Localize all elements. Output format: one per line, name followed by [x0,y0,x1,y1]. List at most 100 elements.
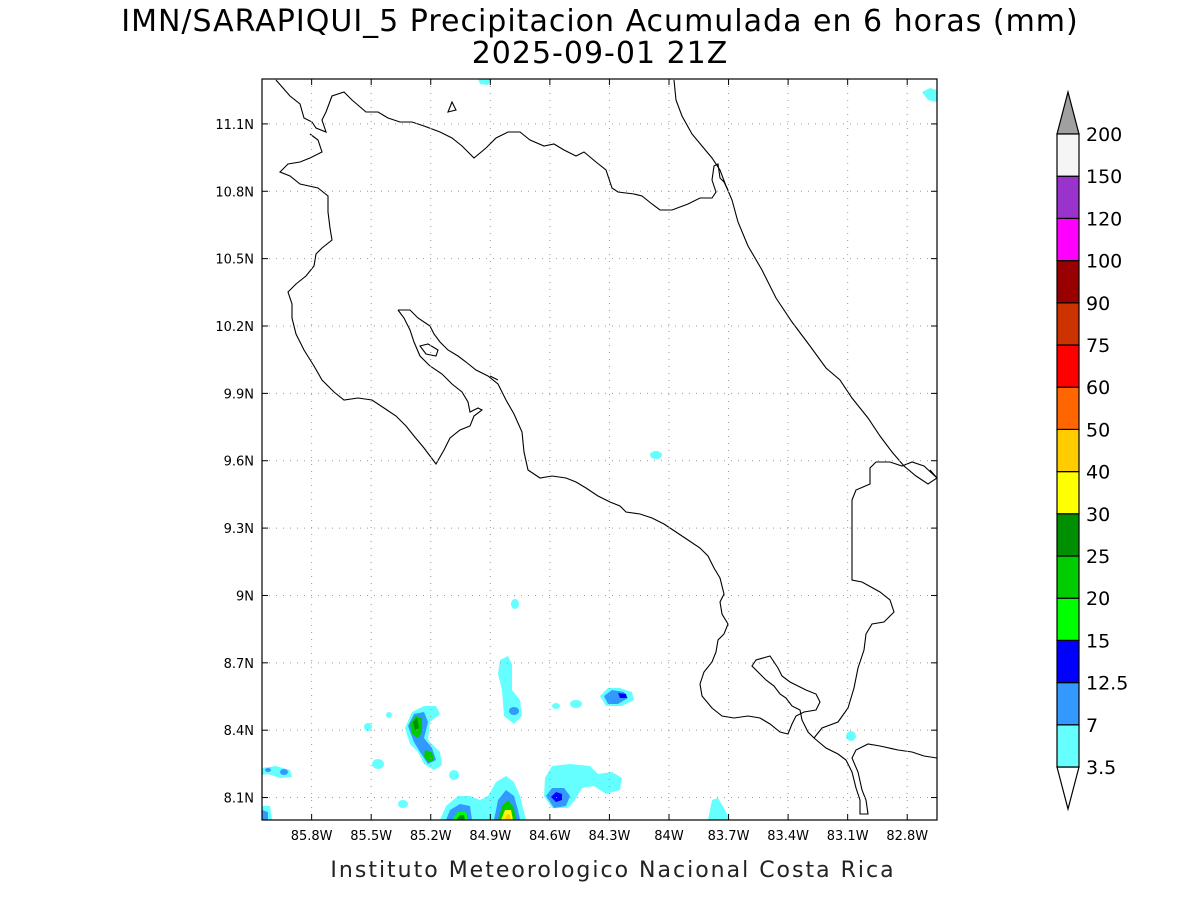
lat-tick-label: 10.8N [215,185,254,200]
lon-tick-label: 84.6W [529,829,571,844]
colorbar-swatch [1056,386,1080,431]
precip-patch-north [478,79,492,85]
lat-tick-label: 9.9N [224,387,254,402]
colorbar-swatch [1056,639,1080,684]
colorbar-swatch [1056,260,1080,304]
lon-tick-label: 83.1W [827,829,869,844]
lat-tick-label: 9.3N [224,522,254,537]
lon-tick-label: 84W [654,829,684,844]
precip-patch-dot [846,731,856,741]
coastline-punta [489,375,499,381]
colorbar-label: 50 [1086,419,1110,441]
colorbar-label: 150 [1086,166,1122,188]
colorbar-bottom-arrow [1056,766,1080,812]
colorbar-swatch [1056,133,1080,177]
coastline-golfo-dulce [813,737,937,815]
precip-patch-dot [398,800,408,808]
precip-patch-dot [265,768,271,772]
precip-cell-852w-core2 [424,750,434,762]
precip-cell-843w-core [551,792,562,802]
colorbar-label: 40 [1086,462,1110,484]
precip-patch-dot [449,770,459,780]
colorbar-label: 12.5 [1086,673,1128,695]
precip-cell-837w [708,798,730,820]
lon-tick-label: 85.8W [291,829,333,844]
coastline-north [275,79,729,211]
colorbar-swatch [1056,471,1080,515]
colorbar-label: 25 [1086,546,1110,568]
lat-tick-label: 8.7N [224,657,254,672]
lon-tick-label: 82.8W [886,829,928,844]
lon-tick-label: 85.5W [350,829,392,844]
lat-tick-label: 11.1N [215,118,254,133]
figure-title-line2: 2025-09-01 21Z [472,36,729,71]
colorbar-label: 100 [1086,251,1122,273]
precip-patch-ne [922,88,937,102]
lat-tick-label: 10.2N [215,320,254,335]
colorbar-label: 30 [1086,504,1110,526]
lon-tick-label: 83.7W [708,829,750,844]
precipitation-shading [262,79,937,820]
coastline-bocas [929,469,937,479]
precip-patch-dot [386,712,392,718]
colorbar-label: 200 [1086,124,1122,146]
colorbar-label: 20 [1086,588,1110,610]
precip-patch-dot [552,703,560,709]
colorbar-swatch [1056,175,1080,219]
precip-patch-dot [364,723,372,731]
precip-patch-sw-corner-core [262,810,268,820]
precip-patch-dot [372,759,384,769]
colorbar: 3.5 7 12.5 15 20 25 30 40 50 60 75 90 100 120 150 200 [1056,89,1128,812]
lat-tick-label: 8.1N [224,792,254,807]
lon-tick-label: 85.2W [410,829,452,844]
colorbar-label: 75 [1086,335,1110,357]
coastline-pacific-south [398,309,821,739]
colorbar-swatch [1056,302,1080,346]
island-chira [419,343,439,357]
colorbar-swatch [1056,724,1080,768]
colorbar-swatch [1056,344,1080,388]
colorbar-swatch [1056,513,1080,557]
figure-title-line1: IMN/SARAPIQUI_5 Precipitacion Acumulada … [121,4,1078,39]
map-frame [261,78,938,821]
colorbar-label: 7 [1086,715,1098,737]
coastlines [275,79,937,815]
coastline-gulf-nicoya [279,133,484,465]
latitude-axis: 11.1N 10.8N 10.5N 10.2N 9.9N 9.6N 9.3N 9N 8.7N 8.… [215,118,937,807]
colorbar-label: 90 [1086,293,1110,315]
lake-fragment [447,100,457,113]
colorbar-swatch [1056,555,1080,599]
colorbar-swatch [1056,428,1080,473]
colorbar-swatch [1056,681,1080,726]
lat-tick-label: 10.5N [215,253,254,268]
colorbar-label: 15 [1086,630,1110,652]
lon-tick-label: 84.3W [589,829,631,844]
precip-patch-dot [570,700,582,708]
lon-tick-label: 84.9W [469,829,511,844]
footer-credit: Instituto Meteorologico Nacional Costa R… [330,858,895,883]
map-background [262,79,937,820]
precip-cell-841w-core [618,693,627,698]
lat-tick-label: 9.6N [224,455,254,470]
precip-patch-dot [280,769,288,775]
precip-cell-852w-inner [413,718,419,730]
coastline-caribbean [673,79,937,485]
precip-cell-847w-orange [504,814,511,820]
precip-band-847w [498,656,522,724]
longitude-axis: 85.8W 85.5W 85.2W 84.9W 84.6W 84.3W 84W 83.7W 83… [291,79,928,844]
map-plot-area: 11.1N 10.8N 10.5N 10.2N 9.9N 9.6N 9.3N 9N 8.7N 8.… [215,78,938,844]
colorbar-label: 120 [1086,208,1122,230]
lat-tick-label: 8.4N [224,724,254,739]
colorbar-top-arrow [1056,89,1080,135]
precip-patch-dot [509,707,519,715]
lat-tick-label: 9N [236,589,254,604]
precip-patch-dot [511,599,519,609]
precip-cell-849w-core [456,815,465,820]
colorbar-label: 60 [1086,377,1110,399]
precip-patch-dot [650,451,662,459]
map-gridlines [262,79,937,820]
colorbar-swatch [1056,217,1080,262]
lon-tick-label: 83.4W [767,829,809,844]
colorbar-swatch [1056,597,1080,642]
